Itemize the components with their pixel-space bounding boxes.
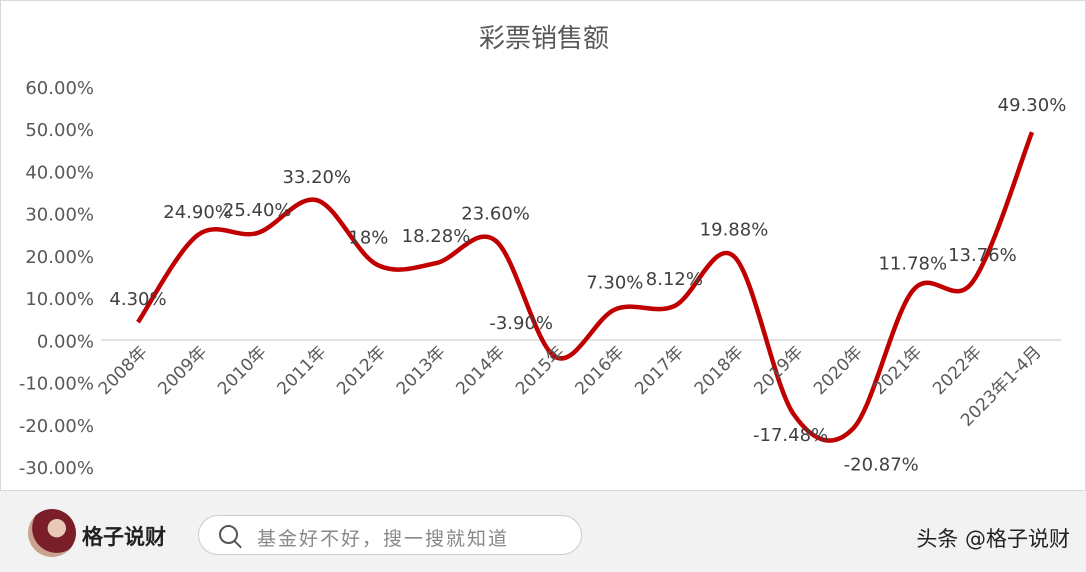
data-label: 13.76% xyxy=(948,245,1017,266)
watermark: 头条 @格子说财 xyxy=(916,527,1070,551)
x-tick-label: 2009年 xyxy=(154,342,211,399)
data-label: 11.78% xyxy=(878,254,947,275)
y-tick-label: -30.00% xyxy=(19,458,94,479)
series-line xyxy=(136,131,1035,443)
search-placeholder: 基金好不好，搜一搜就知道 xyxy=(257,528,510,550)
y-tick-label: 20.00% xyxy=(25,247,94,268)
search-input[interactable]: 基金好不好，搜一搜就知道 xyxy=(198,515,582,555)
data-label: 33.20% xyxy=(282,167,351,188)
data-label: 23.60% xyxy=(461,204,530,225)
data-label: 7.30% xyxy=(586,273,643,294)
data-label: 49.30% xyxy=(998,95,1067,116)
y-tick-label: 0.00% xyxy=(37,331,94,352)
data-label: 19.88% xyxy=(700,219,769,240)
x-tick-label: 2019年 xyxy=(750,342,807,399)
y-tick-label: 10.00% xyxy=(25,289,94,310)
chart-title: 彩票销售额 xyxy=(479,24,609,54)
x-tick-label: 2017年 xyxy=(631,342,688,399)
y-tick-label: 50.00% xyxy=(25,120,94,141)
x-tick-label: 2013年 xyxy=(393,342,450,399)
avatar[interactable] xyxy=(28,509,76,557)
footer: 格子说财 基金好不好，搜一搜就知道 头条 @格子说财 xyxy=(0,491,1086,572)
chart-area: 彩票销售额 60.00% 50.00% 40.00% 30.00% 20.00% 10.0… xyxy=(0,0,1086,491)
data-label: 25.40% xyxy=(223,200,292,221)
x-tick-label: 2016年 xyxy=(572,342,629,399)
x-tick-label: 2014年 xyxy=(452,342,509,399)
x-tick-label: 2008年 xyxy=(95,342,152,399)
line-chart: 彩票销售额 60.00% 50.00% 40.00% 30.00% 20.00% 10.0… xyxy=(19,24,1067,479)
y-tick-label: 60.00% xyxy=(25,78,94,99)
x-tick-label: 2011年 xyxy=(274,342,331,399)
y-tick-label: -20.00% xyxy=(19,416,94,437)
x-tick-label: 2018年 xyxy=(691,342,748,399)
x-tick-label: 2020年 xyxy=(810,342,867,399)
y-tick-label: -10.00% xyxy=(19,374,94,395)
data-label: 18% xyxy=(348,227,388,248)
data-label: -3.90% xyxy=(489,313,553,334)
x-tick-label: 2022年 xyxy=(929,342,986,399)
data-label: -17.48% xyxy=(753,425,828,446)
x-tick-label: 2010年 xyxy=(214,342,271,399)
author-name[interactable]: 格子说财 xyxy=(82,525,166,549)
data-label: 4.30% xyxy=(109,289,166,310)
x-tick-label: 2015年 xyxy=(512,342,569,399)
y-tick-label: 30.00% xyxy=(25,205,94,226)
data-label: 18.28% xyxy=(402,226,471,247)
y-tick-label: 40.00% xyxy=(25,162,94,183)
data-label: -20.87% xyxy=(844,454,919,475)
data-label: 24.90% xyxy=(163,202,232,223)
search-icon xyxy=(219,525,238,544)
x-tick-label: 2012年 xyxy=(333,342,390,399)
data-label: 8.12% xyxy=(646,269,703,290)
